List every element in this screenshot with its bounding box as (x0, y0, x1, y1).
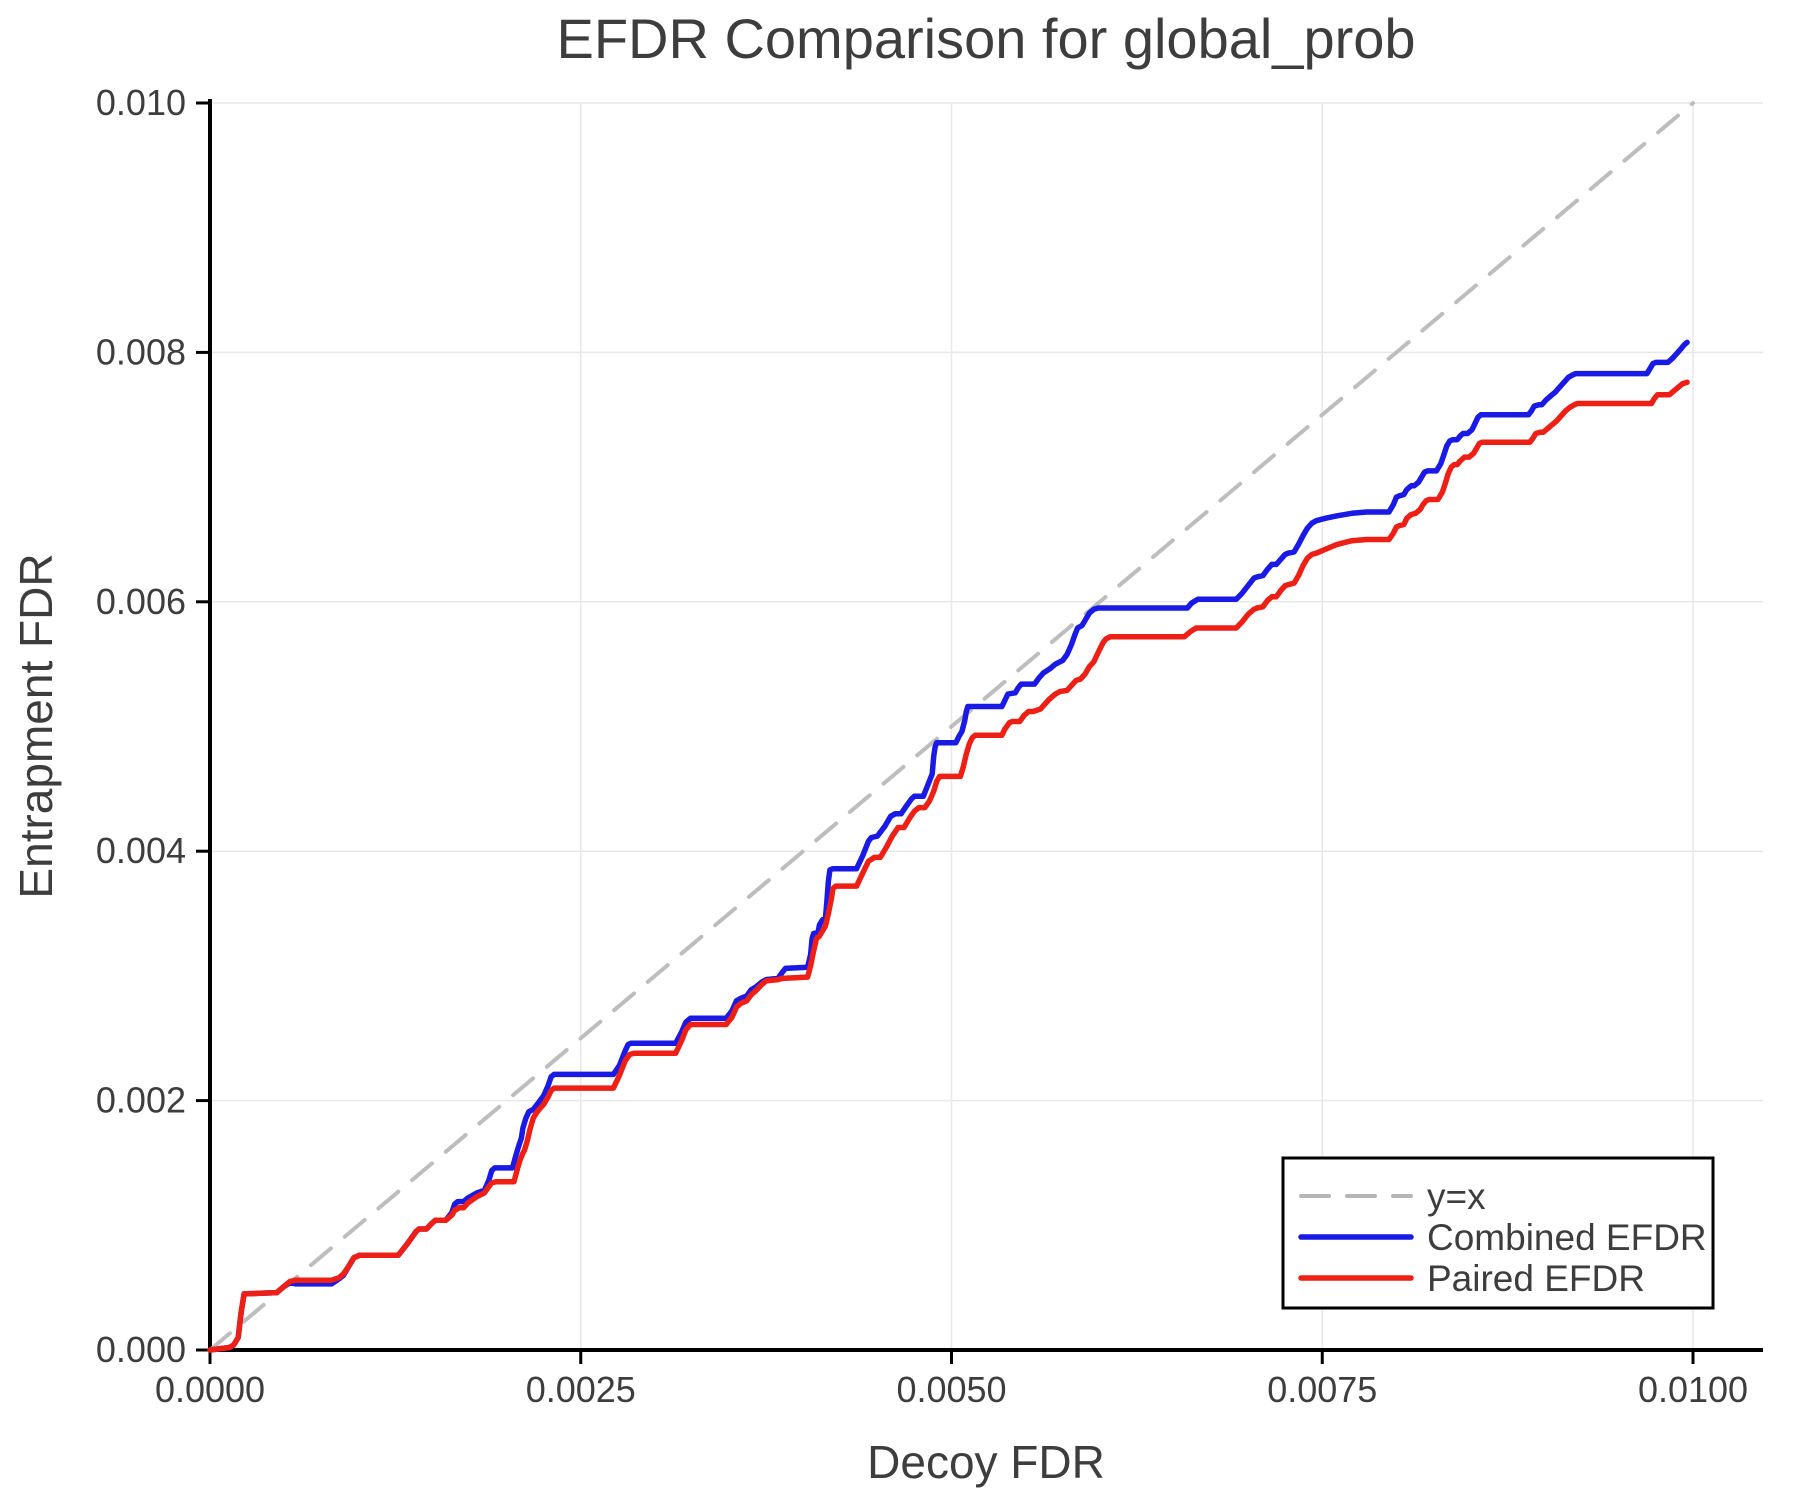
x-tick-label: 0.0075 (1267, 1369, 1377, 1410)
y-tick-label: 0.006 (96, 581, 186, 622)
series-line-combined-efdr (207, 339, 1690, 1353)
chart-title: EFDR Comparison for global_prob (556, 7, 1415, 70)
x-tick-label: 0.0025 (526, 1369, 636, 1410)
y-axis-label: Entrapment FDR (10, 553, 62, 898)
gridlines (210, 102, 1763, 1350)
legend-entry-combined-efdr: Combined EFDR (1298, 1217, 1707, 1258)
series-line-y-x (208, 101, 1695, 1352)
x-tick-label: 0.0000 (155, 1369, 265, 1410)
x-tick-label: 0.0100 (1638, 1369, 1748, 1410)
legend-entry-label: Combined EFDR (1427, 1217, 1707, 1258)
y-tick-label: 0.008 (96, 331, 186, 372)
axes-spines (208, 99, 1763, 1352)
y-tick-label: 0.004 (96, 830, 186, 871)
axis-tick-labels: 0.0000 0.0025 0.0050 0.0075 0.0100 0.000 0.002… (96, 82, 1748, 1410)
y-tick-label: 0.002 (96, 1080, 186, 1121)
legend-entry-paired-efdr: Paired EFDR (1298, 1258, 1645, 1299)
y-tick-label: 0.000 (96, 1329, 186, 1370)
legend-entry-label: Paired EFDR (1427, 1258, 1645, 1299)
legend-entry-y-x: y=x (1299, 1176, 1486, 1217)
x-tick-label: 0.0050 (896, 1369, 1006, 1410)
legend-entry-label: y=x (1427, 1176, 1486, 1217)
x-axis-label: Decoy FDR (867, 1436, 1105, 1488)
data-series (207, 101, 1695, 1353)
y-tick-label: 0.010 (96, 82, 186, 123)
legend-box (1281, 1156, 1715, 1310)
series-line-paired-efdr (207, 379, 1690, 1353)
